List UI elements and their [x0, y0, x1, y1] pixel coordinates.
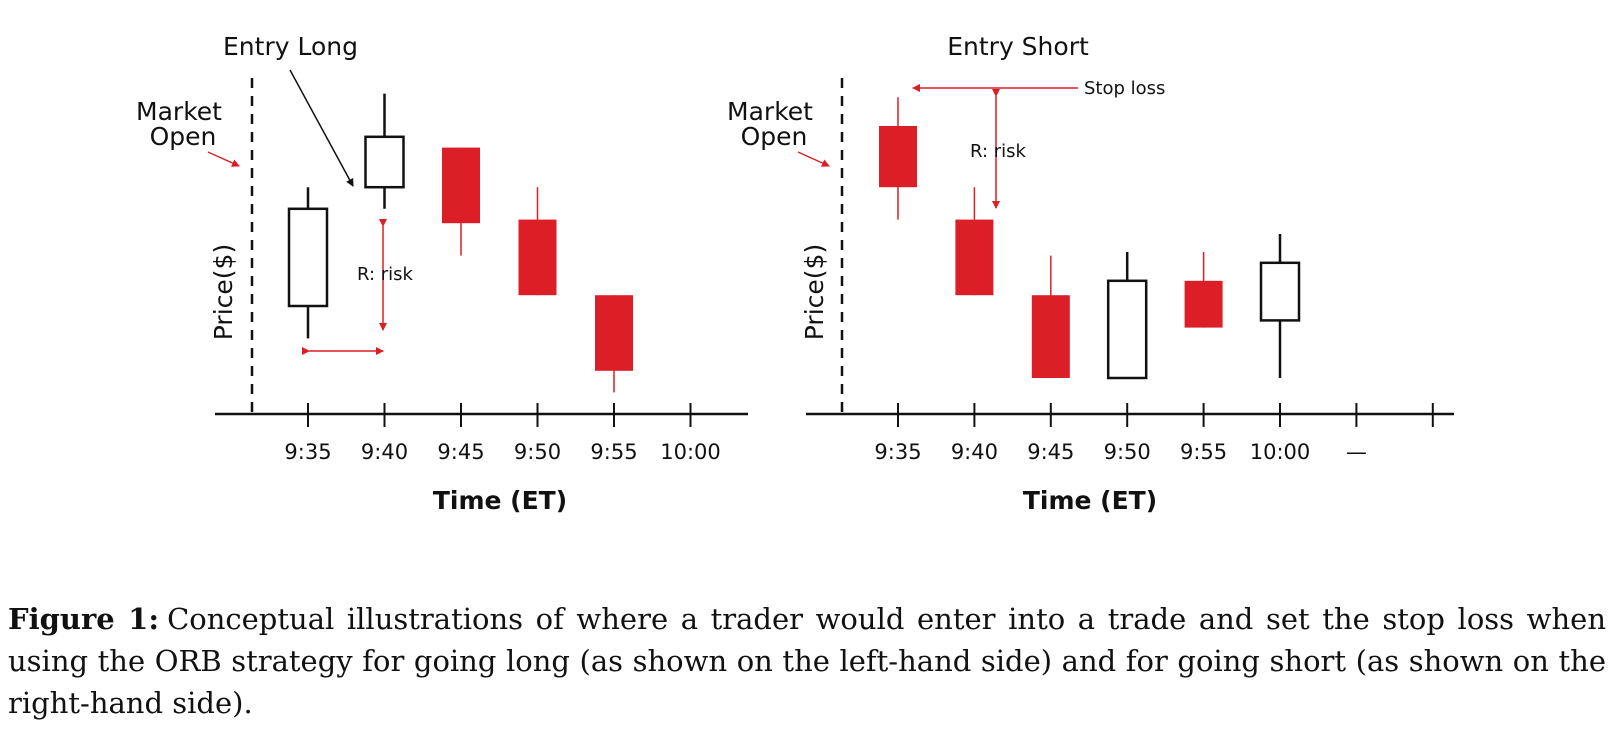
left-tick-label: 9:45 — [437, 440, 484, 464]
right-panel: Entry Short Market Open 9:35 9:40 9:45 9:50… — [727, 32, 1454, 515]
left-market-open-line2: Open — [150, 122, 217, 151]
right-market-open-line1: Market — [727, 97, 813, 126]
figure-panels: Entry Long Market Open 9:35 9:40 9:45 9:50 9… — [136, 32, 1454, 515]
right-tick-label: — — [1346, 440, 1367, 464]
right-ticks — [897, 403, 1434, 427]
left-market-open-line1: Market — [136, 97, 222, 126]
right-stop-loss-label: Stop loss — [1084, 78, 1165, 99]
left-market-open-label: Market Open — [136, 97, 230, 151]
right-candle — [879, 97, 917, 220]
right-tick-labels: 9:35 9:40 9:45 9:50 9:55 10:00 — — [874, 440, 1366, 464]
figure-caption: Figure 1: Conceptual illustrations of whe… — [8, 598, 1606, 724]
right-tick-label: 10:00 — [1250, 440, 1311, 464]
right-xlabel: Time (ET) — [1023, 486, 1157, 515]
left-candle-body — [595, 295, 633, 371]
left-candle — [595, 295, 633, 393]
left-ylabel: Price($) — [209, 244, 238, 340]
right-candle-body — [1184, 280, 1223, 328]
left-ticks — [307, 403, 692, 427]
right-tick-label: 9:45 — [1027, 440, 1074, 464]
left-candle — [364, 93, 405, 209]
left-tick-label: 9:40 — [361, 440, 408, 464]
right-tick-label: 9:55 — [1180, 440, 1227, 464]
right-risk-label: R: risk — [970, 141, 1027, 162]
left-xlabel: Time (ET) — [433, 486, 567, 515]
left-tick-label: 9:50 — [514, 440, 561, 464]
right-candle — [955, 187, 994, 296]
caption-label: Figure 1: — [8, 602, 160, 636]
left-entry-long-pointer — [289, 69, 354, 187]
right-title: Entry Short — [947, 32, 1089, 61]
left-panel: Entry Long Market Open 9:35 9:40 9:45 9:50 9… — [136, 32, 748, 515]
right-tick-label: 9:50 — [1104, 440, 1151, 464]
left-candle-body — [364, 135, 405, 189]
right-candle — [1106, 252, 1148, 380]
left-candle-body — [518, 219, 557, 296]
left-tick-label: 9:35 — [284, 440, 331, 464]
right-candle — [1184, 252, 1223, 328]
left-tick-labels: 9:35 9:40 9:45 9:50 9:55 10:00 — [284, 440, 720, 464]
right-candles — [879, 97, 1301, 380]
right-candle-body — [955, 219, 994, 296]
left-risk-label: R: risk — [357, 264, 414, 285]
left-candle — [287, 187, 329, 339]
right-candle — [1259, 234, 1301, 378]
right-tick-label: 9:35 — [874, 440, 921, 464]
left-tick-label: 10:00 — [660, 440, 721, 464]
right-candle-body — [1259, 261, 1301, 322]
right-tick-label: 9:40 — [951, 440, 998, 464]
right-candle — [1031, 255, 1070, 378]
left-candles — [287, 93, 633, 393]
right-market-open-label: Market Open — [727, 97, 821, 151]
left-candle-body — [287, 207, 329, 308]
left-market-open-pointer — [207, 151, 240, 167]
right-candle-body — [1031, 295, 1070, 378]
left-candle — [518, 187, 557, 296]
right-market-open-line2: Open — [741, 122, 808, 151]
left-candle — [442, 147, 480, 256]
right-market-open-pointer — [797, 151, 830, 167]
left-tick-label: 9:55 — [590, 440, 637, 464]
right-ylabel: Price($) — [800, 244, 829, 340]
caption-text: Conceptual illustrations of where a trad… — [8, 602, 1606, 720]
right-candle-body — [1106, 279, 1148, 380]
right-candle-body — [879, 126, 917, 188]
left-title: Entry Long — [223, 32, 358, 61]
left-candle-body — [442, 147, 480, 224]
